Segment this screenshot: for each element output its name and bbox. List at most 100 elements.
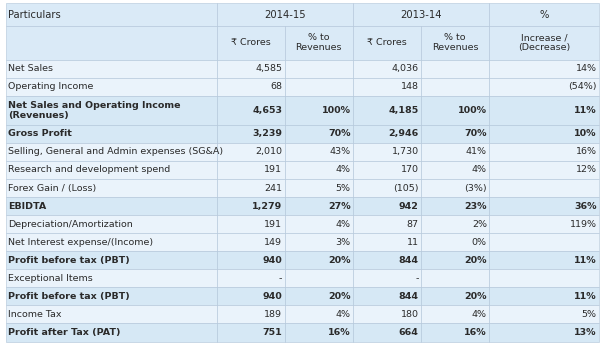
Text: 4,653: 4,653 — [252, 106, 283, 115]
Text: 10%: 10% — [574, 129, 597, 138]
Bar — [285, 161, 353, 179]
Bar — [6, 233, 217, 251]
Text: 940: 940 — [263, 292, 283, 301]
Bar — [285, 78, 353, 96]
Bar — [217, 287, 285, 305]
Text: 4%: 4% — [472, 166, 487, 175]
Bar — [285, 215, 353, 233]
Bar — [489, 305, 599, 324]
Text: 2,946: 2,946 — [388, 129, 419, 138]
Bar — [217, 125, 285, 143]
Text: 5%: 5% — [581, 310, 597, 319]
Bar — [353, 3, 489, 26]
Text: 11%: 11% — [574, 106, 597, 115]
Text: 191: 191 — [264, 220, 283, 229]
Bar — [6, 60, 217, 78]
Text: 940: 940 — [263, 256, 283, 265]
Text: 1,279: 1,279 — [252, 201, 283, 210]
Bar — [6, 269, 217, 287]
Text: 70%: 70% — [328, 129, 350, 138]
Bar — [6, 179, 217, 197]
Bar — [217, 161, 285, 179]
Text: Profit before tax (PBT): Profit before tax (PBT) — [8, 256, 130, 265]
Text: 942: 942 — [399, 201, 419, 210]
Text: 2014-15: 2014-15 — [264, 10, 306, 20]
Bar — [489, 143, 599, 161]
Bar — [353, 287, 421, 305]
Text: 27%: 27% — [328, 201, 350, 210]
Bar — [421, 197, 489, 215]
Text: 148: 148 — [401, 82, 419, 91]
Text: 1,730: 1,730 — [391, 147, 419, 156]
Text: 20%: 20% — [465, 292, 487, 301]
Bar — [489, 60, 599, 78]
Bar — [353, 161, 421, 179]
Text: 4%: 4% — [472, 310, 487, 319]
Text: 11%: 11% — [574, 292, 597, 301]
Bar — [6, 197, 217, 215]
Bar — [421, 215, 489, 233]
Bar — [285, 233, 353, 251]
Text: 2013-14: 2013-14 — [401, 10, 442, 20]
Text: 3%: 3% — [335, 238, 350, 247]
Text: 180: 180 — [401, 310, 419, 319]
Text: ₹ Crores: ₹ Crores — [367, 38, 407, 47]
Text: 13%: 13% — [574, 328, 597, 337]
Text: 4,185: 4,185 — [388, 106, 419, 115]
Bar — [489, 3, 599, 26]
Bar — [421, 125, 489, 143]
Text: 16%: 16% — [328, 328, 350, 337]
Bar — [217, 233, 285, 251]
Bar — [217, 324, 285, 342]
Text: -: - — [415, 274, 419, 283]
Bar — [6, 305, 217, 324]
Text: ₹ Crores: ₹ Crores — [231, 38, 270, 47]
Text: -: - — [279, 274, 283, 283]
Bar — [6, 324, 217, 342]
Bar — [421, 26, 489, 60]
Bar — [489, 125, 599, 143]
Text: 0%: 0% — [472, 238, 487, 247]
Text: Increase /
(Decrease): Increase / (Decrease) — [518, 33, 571, 52]
Bar — [489, 324, 599, 342]
Bar — [285, 96, 353, 125]
Text: (54%): (54%) — [568, 82, 597, 91]
Bar — [217, 179, 285, 197]
Bar — [217, 269, 285, 287]
Bar — [489, 179, 599, 197]
Text: Net Interest expense/(Income): Net Interest expense/(Income) — [8, 238, 154, 247]
Bar — [217, 78, 285, 96]
Bar — [285, 125, 353, 143]
Text: 2,010: 2,010 — [255, 147, 283, 156]
Bar — [217, 60, 285, 78]
Bar — [217, 215, 285, 233]
Bar — [353, 324, 421, 342]
Bar — [421, 96, 489, 125]
Bar — [353, 215, 421, 233]
Bar — [421, 269, 489, 287]
Bar — [6, 287, 217, 305]
Text: 119%: 119% — [569, 220, 597, 229]
Text: 4%: 4% — [336, 166, 350, 175]
Bar — [353, 269, 421, 287]
Text: 2%: 2% — [472, 220, 487, 229]
Text: 149: 149 — [264, 238, 283, 247]
Text: Forex Gain / (Loss): Forex Gain / (Loss) — [8, 184, 97, 193]
Bar — [6, 3, 217, 26]
Text: Profit before tax (PBT): Profit before tax (PBT) — [8, 292, 130, 301]
Bar — [353, 305, 421, 324]
Bar — [6, 251, 217, 269]
Text: EBIDTA: EBIDTA — [8, 201, 47, 210]
Text: %: % — [540, 10, 549, 20]
Bar — [421, 305, 489, 324]
Text: Depreciation/Amortization: Depreciation/Amortization — [8, 220, 133, 229]
Text: 41%: 41% — [466, 147, 487, 156]
Text: Profit after Tax (PAT): Profit after Tax (PAT) — [8, 328, 121, 337]
Text: Particulars: Particulars — [8, 10, 61, 20]
Bar — [421, 60, 489, 78]
Text: 4%: 4% — [336, 220, 350, 229]
Text: 844: 844 — [399, 256, 419, 265]
Text: Exceptional Items: Exceptional Items — [8, 274, 93, 283]
Bar — [489, 26, 599, 60]
Text: 751: 751 — [263, 328, 283, 337]
